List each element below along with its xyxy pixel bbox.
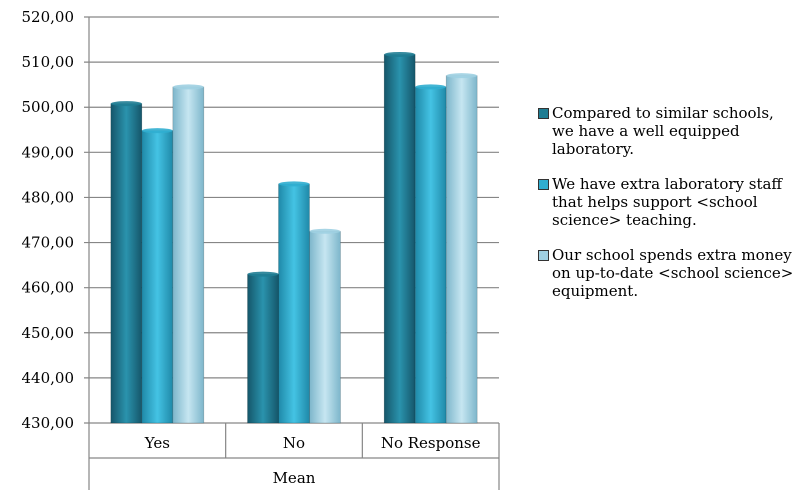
legend-swatch	[538, 250, 549, 261]
bar-cap	[247, 271, 279, 277]
bar-body	[383, 54, 416, 424]
legend-swatch	[538, 179, 549, 190]
bar-body	[247, 273, 279, 424]
legend-item-series-1: Compared to similar schools, we have a w…	[538, 104, 795, 158]
bar	[414, 84, 447, 424]
x-category-label: Yes	[144, 434, 170, 452]
bar-cap	[110, 101, 142, 107]
y-tick-label: 430,00	[22, 414, 75, 432]
bar-body	[278, 183, 310, 424]
y-tick-label: 500,00	[22, 98, 75, 116]
x-group-label: Mean	[273, 469, 316, 487]
y-tick-label: 450,00	[22, 324, 75, 342]
axes	[88, 17, 500, 490]
legend-label: Our school spends extra money on up-to-d…	[552, 246, 794, 300]
bar-cap	[415, 84, 447, 90]
legend-item-series-2: We have extra laboratory staff that help…	[538, 175, 795, 229]
bar	[172, 84, 205, 424]
y-tick-label: 520,00	[22, 8, 75, 26]
bar-cap	[384, 51, 416, 57]
bars	[110, 51, 478, 424]
bar	[247, 271, 279, 424]
y-tick-label: 510,00	[22, 53, 75, 71]
y-tick-label: 480,00	[22, 188, 75, 206]
bar-cap	[141, 128, 173, 134]
bar-body	[110, 103, 143, 424]
bar-body	[414, 86, 447, 424]
legend-label: We have extra laboratory staff that help…	[552, 175, 783, 229]
legend-swatch	[538, 108, 549, 119]
legend: Compared to similar schools, we have a w…	[538, 104, 795, 317]
x-category-label: No	[283, 434, 305, 452]
bar	[445, 73, 478, 424]
bar-body	[445, 75, 478, 424]
bar-body	[309, 230, 341, 424]
bar-cap	[309, 228, 341, 234]
bar-cap	[278, 181, 310, 187]
x-axis-categories: Yes No No Response	[144, 434, 481, 452]
bar-body	[141, 130, 174, 424]
y-tick-label: 460,00	[22, 279, 75, 297]
bar-cap	[446, 73, 478, 79]
x-category-label: No Response	[381, 434, 481, 452]
legend-item-series-3: Our school spends extra money on up-to-d…	[538, 246, 795, 300]
bar-body	[172, 86, 205, 424]
bar	[110, 101, 143, 424]
y-axis-ticks: 430,00 440,00 450,00 460,00 470,00 480,00 490,…	[22, 8, 75, 432]
bar-cap	[172, 84, 204, 90]
y-tick-label: 470,00	[22, 234, 75, 252]
bar	[278, 181, 310, 424]
bar	[309, 228, 341, 424]
bar	[141, 128, 174, 424]
legend-label: Compared to similar schools, we have a w…	[552, 104, 774, 158]
y-tick-label: 440,00	[22, 369, 75, 387]
bar	[383, 51, 416, 424]
y-tick-label: 490,00	[22, 143, 75, 161]
